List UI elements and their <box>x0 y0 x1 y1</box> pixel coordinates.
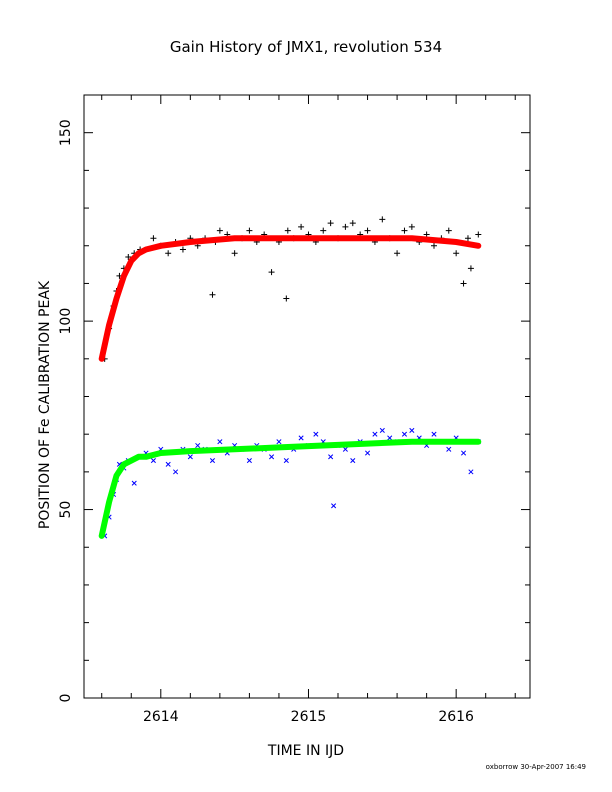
data-point-0 <box>467 265 474 272</box>
data-point-1 <box>468 469 474 475</box>
data-point-0 <box>209 291 216 298</box>
data-point-1 <box>131 480 137 486</box>
data-point-0 <box>150 235 157 242</box>
data-point-0 <box>165 250 172 257</box>
x-tick-label: 2615 <box>291 709 327 725</box>
data-point-1 <box>372 431 378 437</box>
data-point-0 <box>216 227 223 234</box>
data-point-1 <box>409 427 415 433</box>
footer-stamp: oxborrow 30-Apr-2007 16:49 <box>486 763 586 771</box>
data-point-1 <box>387 435 393 441</box>
data-point-0 <box>125 254 132 261</box>
data-point-0 <box>320 227 327 234</box>
data-point-1 <box>298 435 304 441</box>
data-point-1 <box>283 458 289 464</box>
data-point-0 <box>431 242 438 249</box>
data-point-1 <box>460 450 467 456</box>
y-tick-label: 150 <box>58 119 74 146</box>
data-point-0 <box>246 227 253 234</box>
plot-frame <box>83 94 531 699</box>
data-point-0 <box>268 269 275 276</box>
data-point-1 <box>217 439 223 445</box>
y-tick-label: 0 <box>58 694 74 703</box>
fit-curve-3 <box>98 438 482 539</box>
x-axis-label: TIME IN IJD <box>267 743 344 759</box>
data-point-1 <box>350 458 356 464</box>
tick-labels: 0 50 100 150 2614 2615 2616 <box>58 119 474 725</box>
x-tick-label: 2616 <box>438 709 474 725</box>
y-axis-label: POSITION OF Fe CALIBRATION PEAK <box>37 280 53 529</box>
data-point-1 <box>364 450 371 456</box>
data-point-1 <box>313 431 319 437</box>
data-point-1 <box>342 446 348 452</box>
data-point-0 <box>349 220 356 227</box>
data-point-0 <box>445 227 452 234</box>
data-point-0 <box>327 220 334 227</box>
y-tick-label: 50 <box>58 501 74 519</box>
data-point-0 <box>231 250 238 257</box>
data-marks <box>98 216 482 539</box>
data-point-0 <box>453 250 460 257</box>
x-tick-label: 2614 <box>143 709 179 725</box>
data-point-1 <box>173 469 179 475</box>
data-point-0 <box>394 250 401 257</box>
fit-curve-2 <box>98 235 482 362</box>
data-point-1 <box>401 431 408 437</box>
y-tick-label: 100 <box>58 308 74 335</box>
data-point-1 <box>150 458 156 464</box>
data-point-0 <box>364 227 371 234</box>
data-point-0 <box>408 223 415 230</box>
data-point-0 <box>298 223 305 230</box>
data-point-1 <box>331 503 337 509</box>
data-point-1 <box>379 427 385 433</box>
data-point-1 <box>328 454 334 460</box>
data-point-1 <box>195 442 201 449</box>
axis-ticks <box>84 94 530 699</box>
chart-title: Gain History of JMX1, revolution 534 <box>170 38 442 56</box>
data-point-1 <box>276 439 282 445</box>
data-point-1 <box>246 458 252 464</box>
data-point-1 <box>165 461 171 467</box>
data-point-0 <box>179 246 186 253</box>
data-point-0 <box>423 231 430 238</box>
data-point-1 <box>187 454 193 460</box>
data-point-0 <box>460 280 467 287</box>
data-point-1 <box>209 458 216 464</box>
data-point-0 <box>284 227 291 234</box>
data-point-1 <box>446 446 452 452</box>
data-point-0 <box>283 295 290 302</box>
data-point-0 <box>464 235 471 242</box>
data-point-0 <box>475 231 482 238</box>
data-point-1 <box>431 431 437 437</box>
data-point-1 <box>269 454 275 460</box>
data-point-0 <box>401 227 408 234</box>
data-point-0 <box>379 216 386 223</box>
data-point-0 <box>342 223 349 230</box>
